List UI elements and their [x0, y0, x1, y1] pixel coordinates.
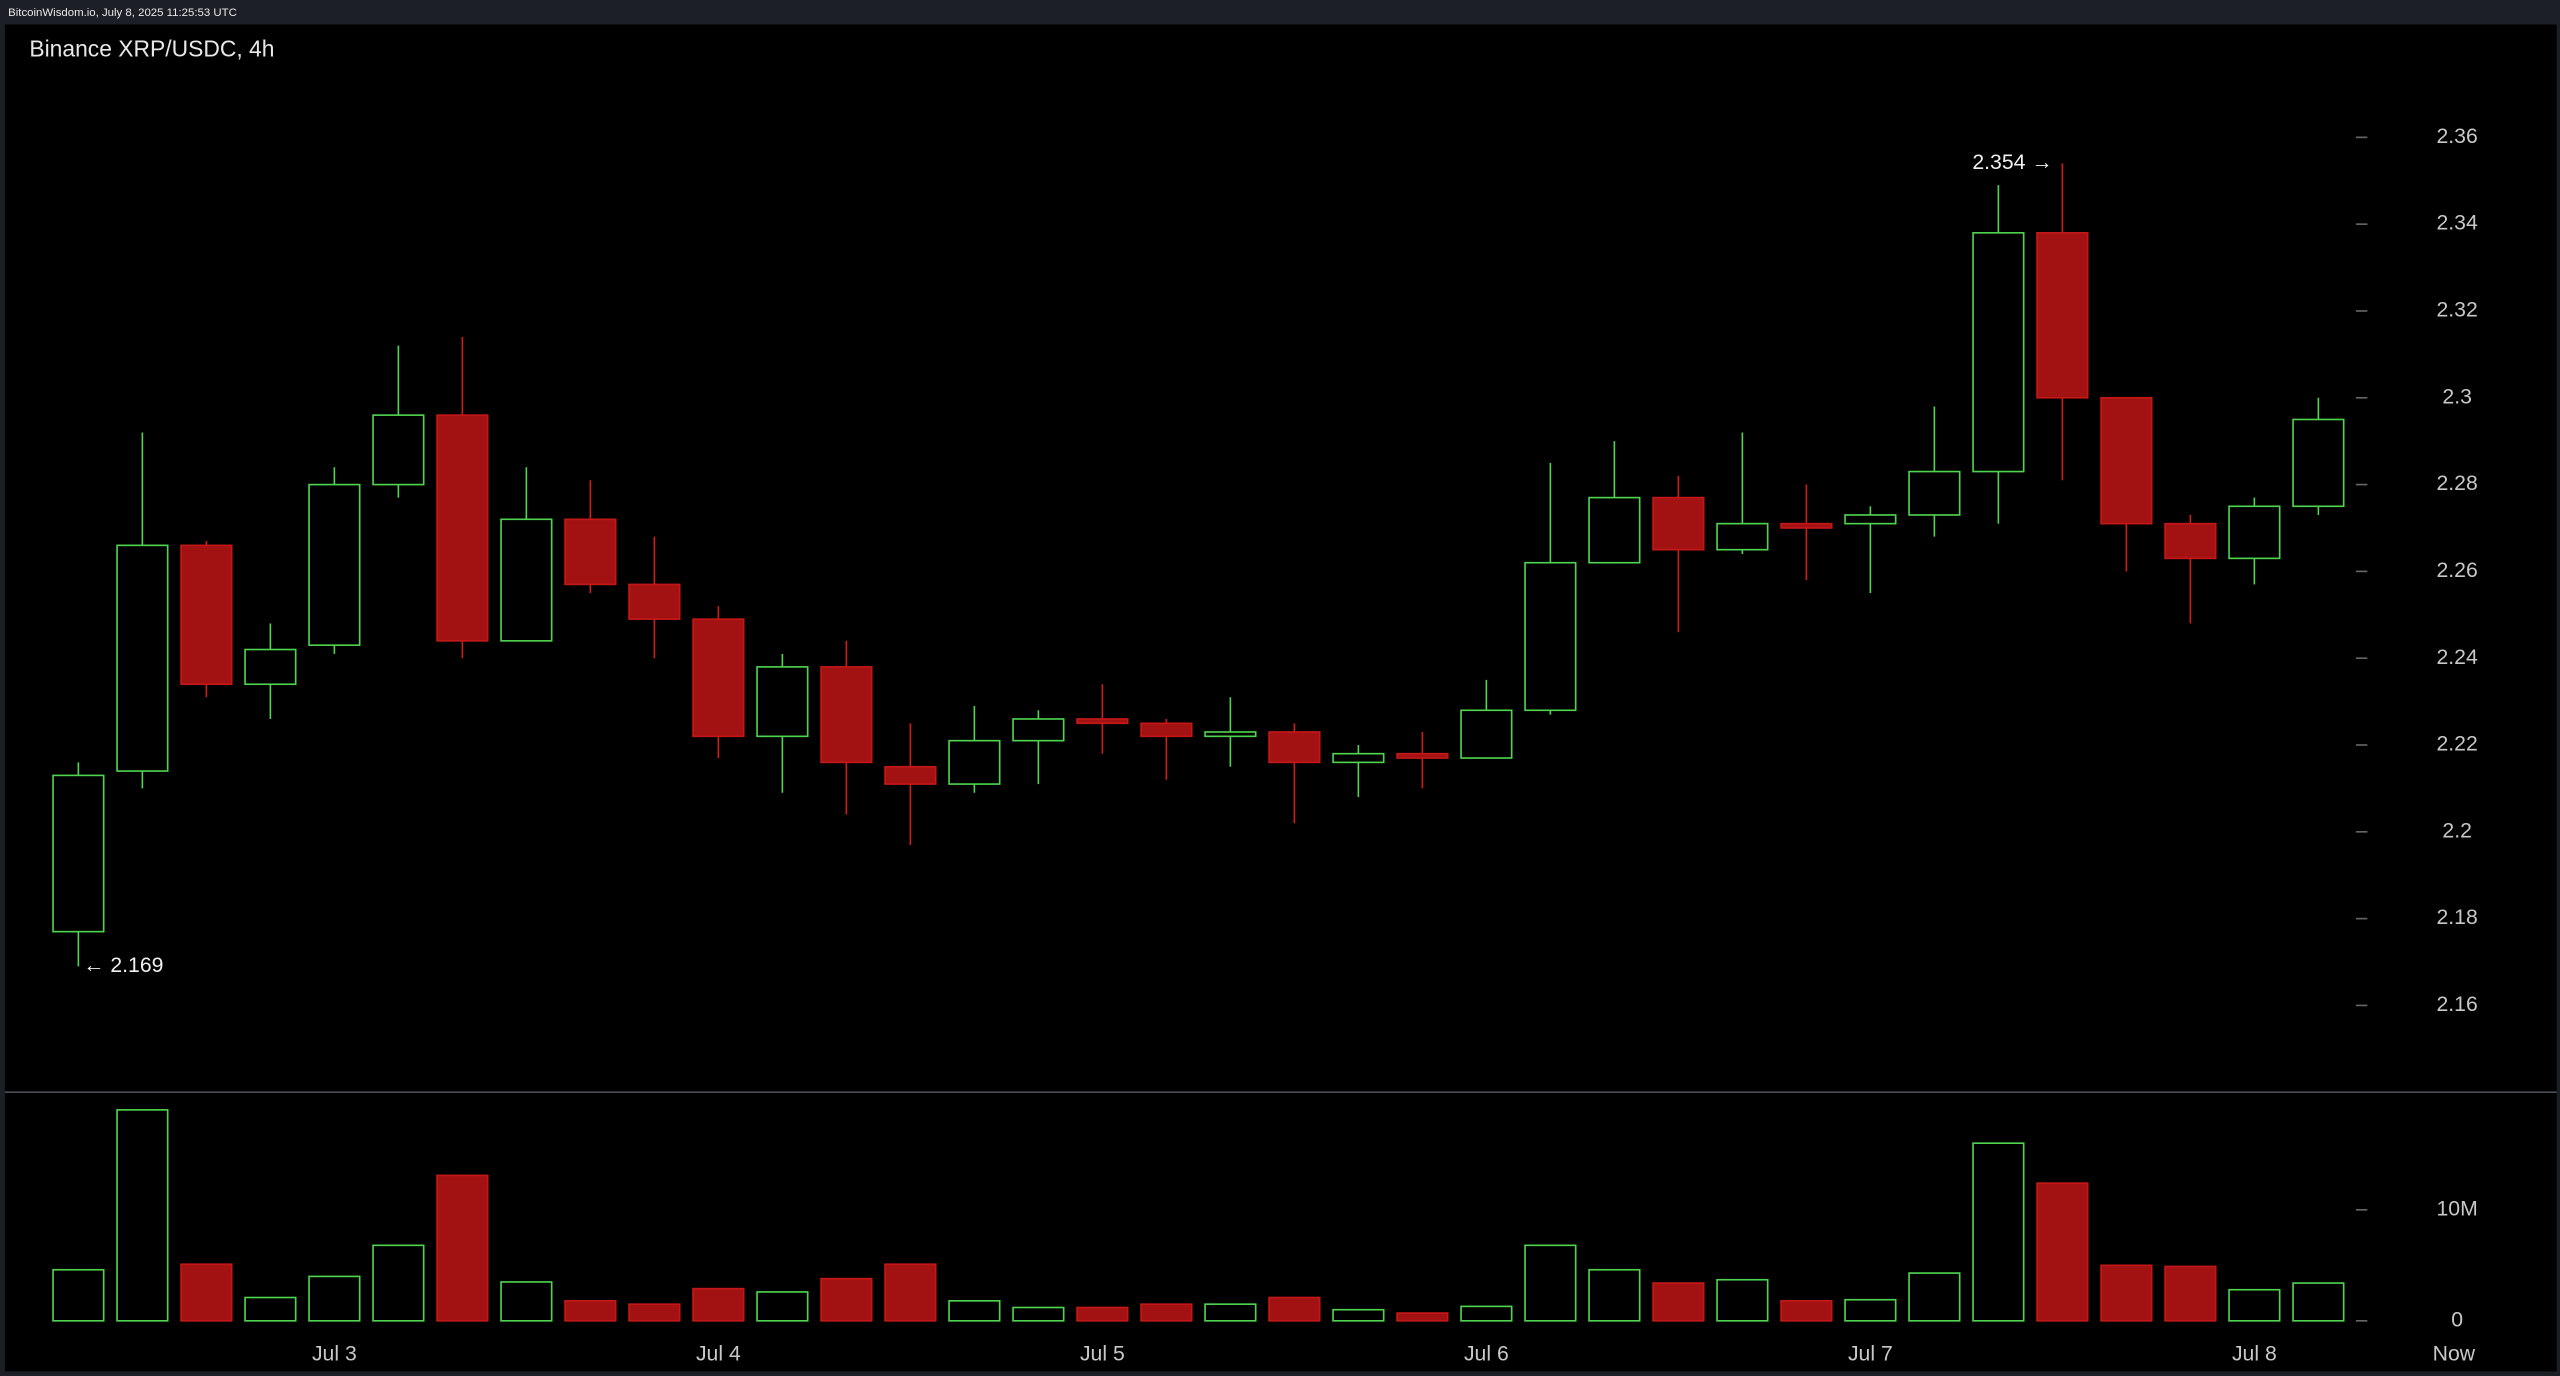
- volume-bar: [2164, 1265, 2217, 1322]
- candle-body: [244, 648, 297, 686]
- candle-body: [2164, 522, 2217, 560]
- candle-body: [308, 483, 361, 646]
- y-tick-label: 2.2: [2442, 819, 2472, 842]
- volume-bar: [1588, 1268, 1641, 1322]
- volume-bar: [1076, 1306, 1129, 1322]
- y-tick-label: 2.36: [2436, 125, 2477, 148]
- volume-bar: [1780, 1300, 1833, 1322]
- candle-body: [2228, 505, 2281, 560]
- candle-body: [1908, 470, 1961, 516]
- candle-body: [1972, 232, 2025, 473]
- volume-bar: [2228, 1288, 2281, 1322]
- candle-body: [1332, 752, 1385, 764]
- volume-bar: [2036, 1182, 2089, 1322]
- y-tick-label: 2.28: [2436, 472, 2477, 495]
- y-tick-label: 2.34: [2436, 212, 2477, 235]
- candle-body: [1140, 722, 1193, 738]
- volume-bar: [52, 1268, 105, 1322]
- volume-bar: [628, 1303, 681, 1322]
- candle-body: [1076, 718, 1129, 725]
- candle-body: [436, 414, 489, 642]
- candle-body: [1844, 514, 1897, 525]
- volume-bar: [436, 1174, 489, 1322]
- candle-body: [1204, 731, 1257, 738]
- volume-bar: [1972, 1142, 2025, 1322]
- volume-bar: [308, 1275, 361, 1322]
- candle-body: [692, 618, 745, 738]
- volume-bar: [820, 1277, 873, 1322]
- y-tick-label: 2.22: [2436, 733, 2477, 756]
- y-tick-label: 2.16: [2436, 993, 2477, 1016]
- x-tick-label: Jul 8: [2232, 1343, 2277, 1366]
- y-tick-label: 2.24: [2436, 646, 2477, 669]
- volume-bar: [948, 1300, 1001, 1322]
- volume-bar: [564, 1300, 617, 1322]
- candle-body: [948, 739, 1001, 785]
- volume-bar: [1908, 1272, 1961, 1322]
- candle-body: [756, 666, 809, 738]
- candle-body: [2292, 418, 2345, 508]
- candle-body: [1012, 718, 1065, 742]
- candle-body: [116, 544, 169, 772]
- candle-body: [1524, 561, 1577, 712]
- y-tick-label: 2.18: [2436, 906, 2477, 929]
- candle-body: [500, 518, 553, 642]
- candle-body: [2036, 232, 2089, 399]
- candle-body: [1588, 496, 1641, 564]
- volume-bar: [2100, 1264, 2153, 1322]
- volume-bar: [1204, 1303, 1257, 1322]
- candle-body: [1268, 731, 1321, 764]
- volume-bar: [1396, 1312, 1449, 1322]
- annotation: 2.354 →: [1972, 151, 2052, 174]
- volume-bar: [1844, 1298, 1897, 1322]
- candle-body: [1396, 752, 1449, 759]
- x-tick-label: Jul 5: [1080, 1343, 1125, 1366]
- candle-body: [564, 518, 617, 586]
- volume-bar: [1652, 1282, 1705, 1322]
- candle-body: [1460, 709, 1513, 759]
- y-tick-label: 0: [2451, 1308, 2463, 1331]
- chart-title: Binance XRP/USDC, 4h: [29, 36, 274, 62]
- volume-bar: [180, 1263, 233, 1322]
- annotation: ← 2.169: [83, 954, 163, 977]
- y-tick-label: 2.3: [2442, 385, 2472, 408]
- candle-body: [372, 414, 425, 486]
- candle-body: [52, 774, 105, 933]
- volume-bar: [1012, 1306, 1065, 1322]
- x-tick-label: Jul 6: [1464, 1343, 1509, 1366]
- candle-body: [628, 583, 681, 620]
- x-tick-label: Jul 7: [1848, 1343, 1893, 1366]
- volume-bar: [2292, 1282, 2345, 1322]
- volume-bar: [116, 1109, 169, 1322]
- candle-body: [884, 765, 937, 785]
- y-tick-label: 2.32: [2436, 299, 2477, 322]
- x-tick-label: Jul 4: [696, 1343, 741, 1366]
- volume-bar: [372, 1244, 425, 1322]
- panel: [4, 24, 2557, 1372]
- volume-bar: [756, 1291, 809, 1322]
- candle-body: [1652, 496, 1705, 551]
- volume-bar: [1460, 1305, 1513, 1322]
- x-tick-label: Jul 3: [312, 1343, 357, 1366]
- y-tick-label: 2.26: [2436, 559, 2477, 582]
- candle-body: [2100, 396, 2153, 525]
- volume-bar: [1524, 1244, 1577, 1322]
- candle-body: [820, 666, 873, 764]
- candle-body: [180, 544, 233, 686]
- header: BitcoinWisdom.io, July 8, 2025 11:25:53 …: [8, 7, 237, 19]
- volume-bar: [884, 1263, 937, 1322]
- volume-bar: [244, 1296, 297, 1322]
- volume-bar: [1140, 1303, 1193, 1322]
- y-tick-label: 10M: [2437, 1197, 2478, 1220]
- x-end-label: Now: [2433, 1343, 2476, 1366]
- volume-bar: [500, 1281, 553, 1322]
- volume-bar: [1716, 1278, 1769, 1322]
- candle-body: [1716, 522, 1769, 551]
- volume-bar: [1268, 1296, 1321, 1322]
- volume-bar: [1332, 1308, 1385, 1322]
- candle-body: [1780, 522, 1833, 529]
- volume-bar: [692, 1287, 745, 1322]
